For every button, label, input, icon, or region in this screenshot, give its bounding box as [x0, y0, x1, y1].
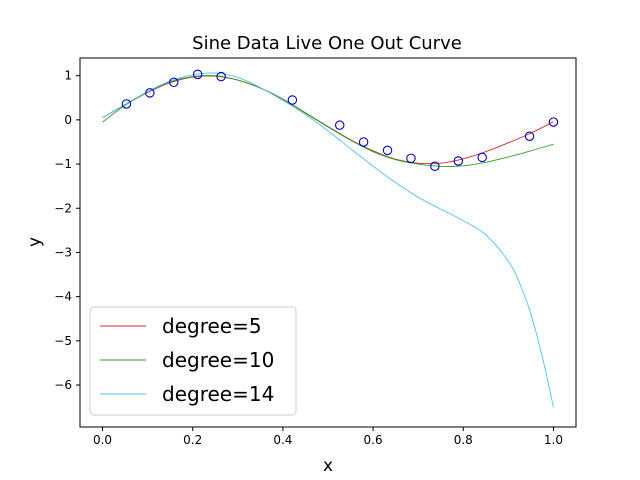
x-tick-label: 1.0 — [544, 433, 563, 447]
y-tick-label: −6 — [54, 378, 72, 392]
y-tick-label: 0 — [64, 113, 72, 127]
data-points — [121, 69, 559, 172]
y-tick-label: −1 — [54, 157, 72, 171]
legend: degree=5 degree=10 degree=14 — [89, 306, 297, 416]
x-tick-label: 0.6 — [364, 433, 383, 447]
legend-box — [89, 306, 297, 416]
series-line-degree-14 — [102, 72, 554, 408]
x-tick-label: 0.8 — [454, 433, 473, 447]
y-axis: 1 0 −1 −2 −3 −4 −5 −6 — [54, 69, 80, 392]
legend-label-degree-5: degree=5 — [162, 314, 262, 338]
data-point — [382, 145, 393, 156]
plot-frame — [79, 57, 577, 428]
data-point — [453, 156, 464, 166]
y-tick-label: 1 — [64, 69, 72, 83]
legend-label-degree-14: degree=14 — [162, 382, 274, 406]
data-point — [406, 153, 416, 164]
series-line-degree-10 — [102, 74, 554, 167]
y-axis-label: y — [25, 237, 45, 247]
data-point — [287, 95, 298, 105]
legend-entries: degree=5 degree=10 degree=14 — [100, 314, 274, 406]
data-point — [477, 152, 487, 163]
data-point — [121, 99, 132, 109]
x-axis: 0.0 0.2 0.4 0.6 0.8 1.0 — [93, 427, 563, 447]
data-point — [334, 120, 345, 130]
data-point — [192, 69, 203, 80]
data-point — [358, 137, 369, 147]
y-tick-label: −4 — [54, 290, 72, 304]
y-tick-label: −3 — [54, 245, 72, 259]
x-tick-label: 0.2 — [183, 433, 202, 447]
x-axis-label: x — [323, 456, 333, 476]
y-tick-label: −2 — [54, 201, 72, 215]
data-point — [430, 161, 440, 172]
data-point — [548, 117, 559, 127]
x-tick-label: 0.4 — [273, 433, 292, 447]
chart-title: Sine Data Live One Out Curve — [192, 33, 462, 54]
data-point — [524, 131, 535, 141]
data-point — [169, 77, 179, 88]
y-tick-label: −5 — [54, 334, 72, 348]
x-tick-label: 0.0 — [93, 433, 112, 447]
legend-label-degree-10: degree=10 — [162, 348, 274, 372]
plot-area — [79, 57, 577, 428]
data-point — [145, 88, 155, 98]
data-point — [216, 71, 226, 82]
